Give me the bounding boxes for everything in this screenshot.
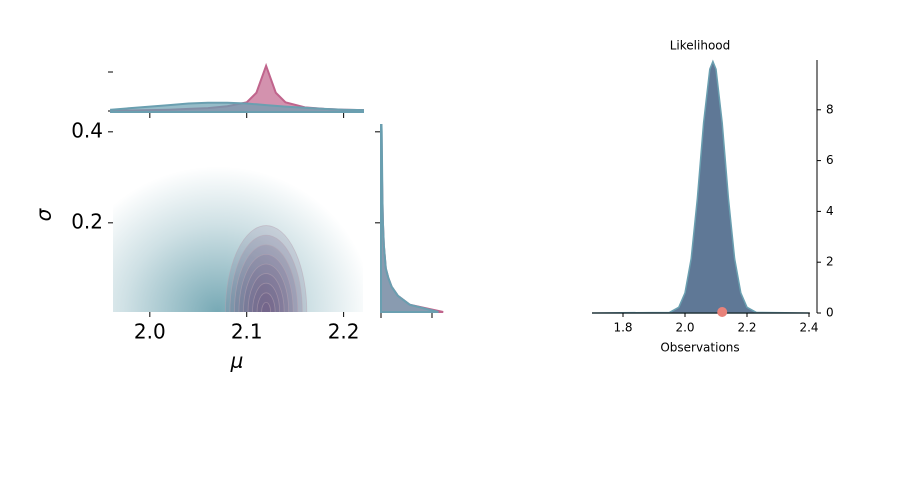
marginal-area (110, 101, 364, 113)
density-contour (234, 244, 299, 312)
y-tick-label: 2 (826, 255, 834, 269)
density-contour (252, 282, 281, 312)
density-contour (243, 263, 290, 312)
y-tick-label: 0 (826, 306, 834, 320)
density-area (591, 59, 810, 314)
density-map (113, 166, 363, 312)
chart-title: Likelihood (670, 39, 731, 53)
density-contour (261, 301, 272, 312)
density-component (113, 166, 363, 312)
x-tick-label: 2.2 (737, 321, 756, 335)
marginal-area (380, 124, 439, 313)
x-tick-label: 1.8 (613, 321, 632, 335)
x-tick-label: 2.0 (134, 320, 166, 344)
x-tick-label: 2.2 (328, 320, 360, 344)
y-tick-label: 8 (826, 102, 834, 116)
y-tick-label: 6 (826, 153, 834, 167)
x-tick-label: 2.1 (231, 320, 263, 344)
y-tick-label: 4 (826, 204, 834, 218)
y-axis-label: σ (32, 207, 56, 221)
observed-point (717, 307, 728, 317)
x-axis-label: μ (230, 349, 244, 373)
y-tick-label: 0.4 (71, 118, 103, 142)
x-axis-label: Observations (660, 341, 739, 355)
y-tick-label: 0.2 (71, 209, 103, 233)
x-tick-label: 2.4 (799, 321, 818, 335)
x-tick-label: 2.0 (675, 321, 694, 335)
